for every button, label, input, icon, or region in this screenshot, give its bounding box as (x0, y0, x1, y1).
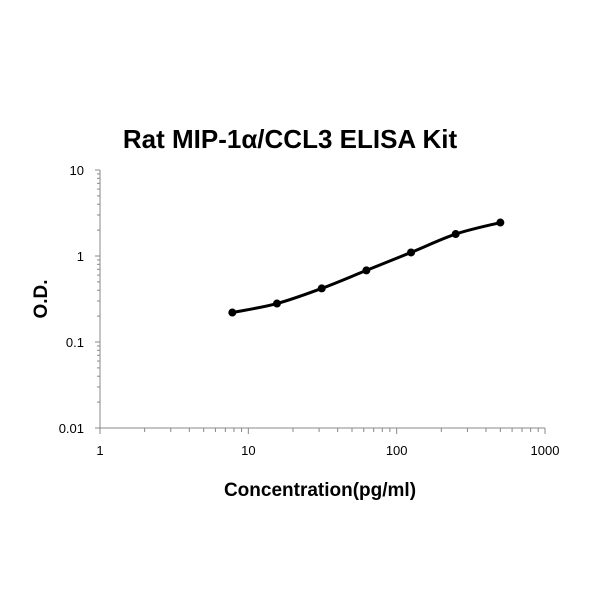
series (228, 218, 505, 317)
data-point (407, 248, 416, 257)
data-point (362, 266, 371, 275)
x-axis-label: Concentration(pg/ml) (224, 480, 416, 501)
y-axis-label: O.D. (31, 279, 52, 318)
y-tick-label: 0.01 (59, 421, 84, 436)
y-tick-label: 1 (77, 249, 84, 264)
data-point (451, 230, 460, 239)
axes (99, 170, 545, 429)
data-point (317, 284, 326, 293)
y-tick-label: 10 (70, 163, 84, 178)
data-point (496, 218, 505, 227)
tick-labels: 0.01 0.1 1 10 1 10 100 1000 (59, 163, 560, 458)
y-tick-label: 0.1 (66, 335, 84, 350)
x-tick-label: 100 (386, 443, 408, 458)
ticks (95, 169, 546, 434)
x-tick-label: 1000 (531, 443, 560, 458)
data-point (228, 308, 237, 317)
data-point (272, 299, 281, 308)
x-tick-label: 1 (96, 443, 103, 458)
chart-title: Rat MIP-1α/CCL3 ELISA Kit (123, 124, 458, 154)
x-tick-label: 10 (241, 443, 255, 458)
